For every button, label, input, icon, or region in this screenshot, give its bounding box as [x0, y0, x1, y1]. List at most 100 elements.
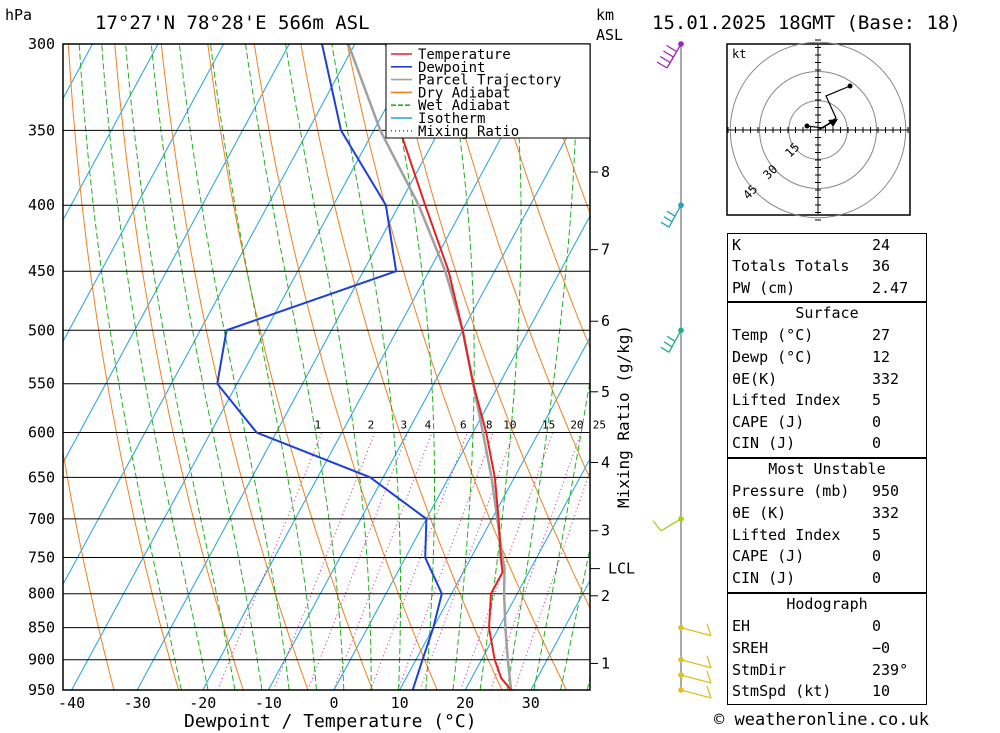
dry-adiabat-line — [207, 44, 374, 690]
wet-adiabat-line — [245, 44, 345, 690]
pressure-tick-label: 950 — [28, 681, 55, 699]
index-value: 2.47 — [872, 278, 909, 297]
mixing-ratio-label: 10 — [503, 418, 516, 431]
index-label: SREH — [732, 638, 769, 657]
index-label: Dewp (°C) — [732, 347, 814, 366]
index-row: θE (K) 332 — [728, 502, 926, 524]
legend-label: Dry Adiabat — [418, 85, 511, 101]
isotherm-line — [71, 44, 421, 690]
index-row: StmSpd (kt) 10 — [728, 680, 926, 702]
dry-adiabat-line — [253, 44, 438, 690]
height-tick-label: 6 — [601, 312, 610, 330]
index-value: 36 — [872, 257, 891, 276]
storm-motion-arrowhead — [828, 119, 838, 127]
index-value: 12 — [872, 347, 891, 366]
mixing-ratio-label: 8 — [486, 418, 493, 431]
isotherm-line — [202, 44, 553, 690]
km-label: km — [596, 6, 614, 24]
surface-box: Surface Temp (°C) 27 Dewp (°C) 12 θE(K) 332 Li… — [727, 302, 927, 458]
isotherm-line — [399, 336, 590, 690]
index-label: CIN (J) — [732, 568, 796, 587]
copyright: © weatheronline.co.uk — [714, 710, 929, 730]
pressure-tick-label: 900 — [28, 651, 55, 669]
pressure-tick-label: 500 — [28, 321, 55, 339]
wet-adiabat-line — [101, 44, 209, 690]
surface-title: Surface — [795, 304, 859, 322]
index-row: CIN (J) 0 — [728, 567, 926, 589]
isotherm-line — [63, 44, 356, 586]
index-label: θE (K) — [732, 503, 787, 522]
dry-adiabat-line — [160, 44, 309, 690]
height-tick-label: 2 — [601, 587, 610, 605]
isotherm-line — [136, 44, 487, 690]
index-row: PW (cm) 2.47 — [728, 277, 926, 299]
index-row: Temp (°C) 27 — [728, 325, 926, 347]
pressure-tick-label: 600 — [28, 423, 55, 441]
legend-box — [385, 43, 591, 139]
index-value: 950 — [872, 482, 900, 501]
wet-adiabat-line — [125, 44, 236, 690]
wind-barb — [678, 670, 712, 684]
wet-adiabat-line — [384, 44, 435, 690]
index-value: 24 — [872, 235, 891, 254]
index-row: CAPE (J) 0 — [728, 411, 926, 433]
index-label: EH — [732, 617, 751, 636]
wind-barb — [652, 516, 684, 532]
wind-barb — [678, 655, 712, 669]
isotherm-line — [267, 93, 590, 690]
temperature-tick-label: -20 — [189, 694, 216, 712]
temperature-tick-label: 10 — [391, 694, 409, 712]
index-row: CIN (J) 0 — [728, 433, 926, 455]
index-label: StmSpd (kt) — [732, 682, 832, 701]
index-value: 5 — [872, 391, 882, 410]
index-row: Dewp (°C) 12 — [728, 346, 926, 368]
wind-barb — [660, 202, 684, 228]
index-value: 0 — [872, 434, 882, 453]
temperature-tick-label: 30 — [522, 694, 540, 712]
mixing-ratio-label: 25 — [593, 418, 606, 431]
dry-adiabat-line — [439, 44, 590, 480]
pressure-tick-label: 850 — [28, 619, 55, 637]
index-value: −0 — [872, 638, 891, 657]
hodograph-unit: kt — [732, 47, 746, 61]
mixing-ratio-line — [397, 432, 494, 690]
hodograph-indices-box: Hodograph EH 0 SREH −0 StmDir 239° StmSpd (kt)… — [727, 593, 927, 705]
index-row: θE(K) 332 — [728, 368, 926, 390]
parcel-trajectory-profile — [347, 44, 513, 690]
index-row: K 24 — [728, 234, 926, 256]
mixing-ratio-label: 3 — [401, 418, 408, 431]
mixing-ratio-label: 15 — [542, 418, 555, 431]
legend-label: Mixing Ratio — [418, 124, 519, 140]
mixing-ratio-line — [513, 469, 590, 690]
pressure-tick-label: 550 — [28, 375, 55, 393]
wet-adiabat-line — [150, 44, 263, 690]
legend-label: Parcel Trajectory — [418, 73, 561, 89]
index-value: 0 — [872, 547, 882, 566]
dry-adiabat-line — [486, 44, 590, 349]
indices-top-box: K 24 Totals Totals 36 PW (cm) 2.47 — [727, 233, 927, 302]
legend-label: Isotherm — [418, 111, 485, 127]
wind-barb — [678, 685, 712, 699]
index-row: Lifted Index 5 — [728, 389, 926, 411]
wet-adiabat-line — [445, 44, 475, 690]
pressure-tick-label: 350 — [28, 121, 55, 139]
index-label: Lifted Index — [732, 525, 841, 544]
index-label: CAPE (J) — [732, 412, 805, 431]
isotherm-line — [333, 214, 590, 690]
height-tick-label: 4 — [601, 453, 610, 471]
temperature-tick-label: -30 — [124, 694, 151, 712]
pressure-tick-label: 450 — [28, 262, 55, 280]
most-unstable-box: Most Unstable Pressure (mb) 950 θE (K) 332 L… — [727, 458, 927, 593]
pressure-tick-label: 650 — [28, 468, 55, 486]
temperature-tick-label: -10 — [255, 694, 282, 712]
index-label: K — [732, 235, 742, 254]
location-label: 17°27'N 78°28'E 566m ASL — [95, 12, 370, 34]
wet-adiabat-line — [285, 44, 372, 690]
legend-label: Wet Adiabat — [418, 98, 511, 114]
mixing-ratio-label: 20 — [570, 418, 583, 431]
index-row: Pressure (mb) 950 — [728, 481, 926, 503]
isotherm-line — [63, 44, 290, 465]
isotherm-line — [530, 579, 590, 690]
index-label: Temp (°C) — [732, 326, 814, 345]
